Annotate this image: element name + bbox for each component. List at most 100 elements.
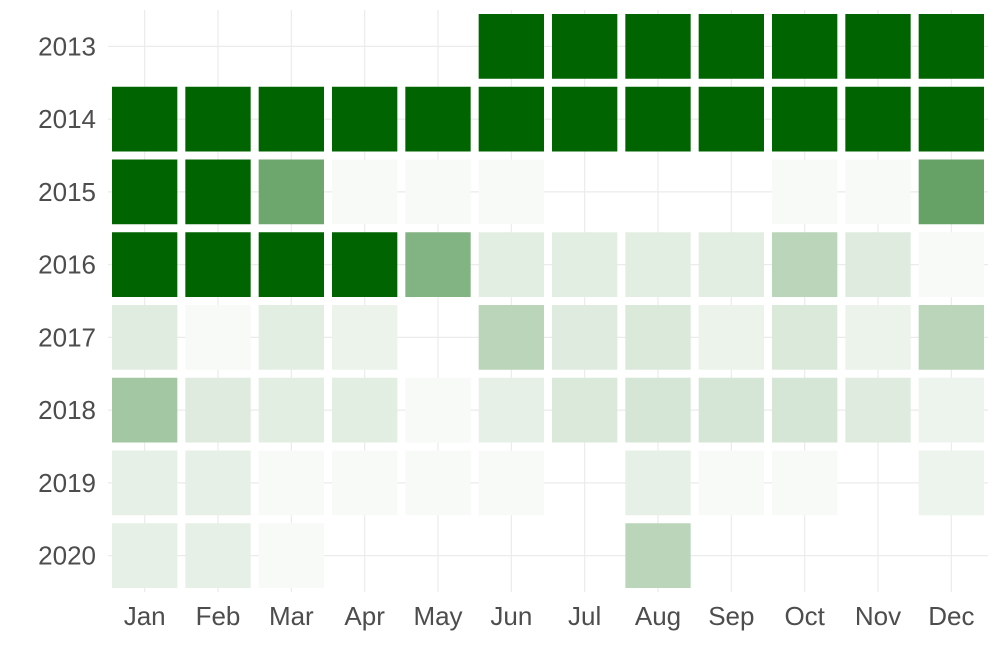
heatmap-tiles	[112, 14, 984, 588]
heatmap-tile-2016-dec	[918, 232, 984, 297]
heatmap-tile-2015-nov	[845, 159, 911, 225]
heatmap-tile-2016-jun	[478, 232, 544, 297]
heatmap-tile-2015-feb	[185, 159, 251, 225]
heatmap-tile-2014-oct	[772, 86, 838, 152]
y-tick-label: 2017	[38, 322, 96, 352]
heatmap-tile-2013-nov	[845, 14, 911, 79]
heatmap-tile-2013-dec	[918, 14, 984, 79]
heatmap-tile-2016-oct	[772, 232, 838, 297]
x-tick-label: Jul	[568, 601, 601, 631]
heatmap-tile-2015-mar	[258, 159, 324, 225]
heatmap-tile-2019-sep	[698, 450, 764, 516]
heatmap-tile-2016-mar	[258, 232, 324, 297]
y-tick-label: 2019	[38, 468, 96, 498]
x-tick-label: Dec	[928, 601, 974, 631]
heatmap-tile-2019-aug	[625, 450, 691, 516]
y-tick-label: 2014	[38, 104, 96, 134]
heatmap-tile-2014-jan	[112, 86, 178, 152]
x-tick-label: Oct	[784, 601, 825, 631]
heatmap-tile-2020-feb	[185, 523, 251, 588]
heatmap-tile-2017-apr	[332, 305, 398, 370]
heatmap-tile-2014-mar	[258, 86, 324, 152]
heatmap-tile-2014-dec	[918, 86, 984, 152]
heatmap-tile-2014-sep	[698, 86, 764, 152]
heatmap-tile-2017-aug	[625, 305, 691, 370]
heatmap-tile-2013-aug	[625, 14, 691, 79]
x-axis-tick-labels: Jan Feb Mar Apr May Jun Jul Aug Sep Oct Nov Dec	[124, 601, 975, 631]
heatmap-tile-2018-jan	[112, 377, 178, 443]
heatmap-tile-2014-nov	[845, 86, 911, 152]
heatmap-tile-2019-jan	[112, 450, 178, 516]
heatmap-tile-2013-jul	[552, 14, 618, 79]
heatmap-tile-2018-nov	[845, 377, 911, 443]
y-tick-label: 2016	[38, 250, 96, 280]
x-tick-label: Sep	[708, 601, 754, 631]
heatmap-tile-2017-jan	[112, 305, 178, 370]
heatmap-tile-2017-nov	[845, 305, 911, 370]
heatmap-tile-2018-feb	[185, 377, 251, 443]
heatmap-tile-2018-apr	[332, 377, 398, 443]
heatmap-tile-2015-may	[405, 159, 471, 225]
heatmap-tile-2017-dec	[918, 305, 984, 370]
heatmap-tile-2016-feb	[185, 232, 251, 297]
x-tick-label: Mar	[269, 601, 314, 631]
heatmap-tile-2018-sep	[698, 377, 764, 443]
heatmap-tile-2016-may	[405, 232, 471, 297]
heatmap-tile-2016-jan	[112, 232, 178, 297]
heatmap-tile-2015-jun	[478, 159, 544, 225]
heatmap-tile-2018-may	[405, 377, 471, 443]
heatmap-tile-2014-jul	[552, 86, 618, 152]
heatmap-tile-2020-mar	[258, 523, 324, 588]
heatmap-tile-2017-oct	[772, 305, 838, 370]
heatmap-tile-2017-sep	[698, 305, 764, 370]
heatmap-tile-2014-may	[405, 86, 471, 152]
heatmap-tile-2016-aug	[625, 232, 691, 297]
heatmap-tile-2018-mar	[258, 377, 324, 443]
x-tick-label: Feb	[196, 601, 241, 631]
x-tick-label: Nov	[855, 601, 901, 631]
heatmap-tile-2014-apr	[332, 86, 398, 152]
heatmap-tile-2019-dec	[918, 450, 984, 516]
heatmap-tile-2019-apr	[332, 450, 398, 516]
y-tick-label: 2015	[38, 177, 96, 207]
heatmap-tile-2017-feb	[185, 305, 251, 370]
heatmap-tile-2018-aug	[625, 377, 691, 443]
heatmap-tile-2014-feb	[185, 86, 251, 152]
heatmap-tile-2016-nov	[845, 232, 911, 297]
y-axis-tick-labels: 2013 2014 2015 2016 2017 2018 2019 2020	[38, 31, 96, 570]
heatmap-tile-2019-jun	[478, 450, 544, 516]
heatmap-tile-2019-may	[405, 450, 471, 516]
heatmap-tile-2019-feb	[185, 450, 251, 516]
x-tick-label: Aug	[635, 601, 681, 631]
heatmap-tile-2017-mar	[258, 305, 324, 370]
heatmap-tile-2017-jun	[478, 305, 544, 370]
heatmap-tile-2020-aug	[625, 523, 691, 588]
heatmap-tile-2014-aug	[625, 86, 691, 152]
x-tick-label: Jan	[124, 601, 166, 631]
heatmap-tile-2016-sep	[698, 232, 764, 297]
heatmap-tile-2015-apr	[332, 159, 398, 225]
heatmap-tile-2018-oct	[772, 377, 838, 443]
heatmap-tile-2016-apr	[332, 232, 398, 297]
heatmap-tile-2020-jan	[112, 523, 178, 588]
x-tick-label: May	[413, 601, 462, 631]
heatmap-tile-2018-jul	[552, 377, 618, 443]
heatmap-tile-2019-mar	[258, 450, 324, 516]
x-tick-label: Apr	[344, 601, 385, 631]
x-tick-label: Jun	[490, 601, 532, 631]
heatmap-tile-2017-jul	[552, 305, 618, 370]
y-tick-label: 2013	[38, 31, 96, 61]
heatmap-tile-2015-jan	[112, 159, 178, 225]
y-tick-label: 2018	[38, 395, 96, 425]
heatmap-tile-2015-oct	[772, 159, 838, 225]
heatmap-tile-2013-sep	[698, 14, 764, 79]
heatmap-tile-2015-dec	[918, 159, 984, 225]
y-tick-label: 2020	[38, 541, 96, 571]
heatmap-tile-2013-oct	[772, 14, 838, 79]
heatmap-tile-2013-jun	[478, 14, 544, 79]
heatmap-tile-2018-jun	[478, 377, 544, 443]
heatmap-tile-2014-jun	[478, 86, 544, 152]
heatmap-tile-2016-jul	[552, 232, 618, 297]
heatmap-tile-2019-oct	[772, 450, 838, 516]
